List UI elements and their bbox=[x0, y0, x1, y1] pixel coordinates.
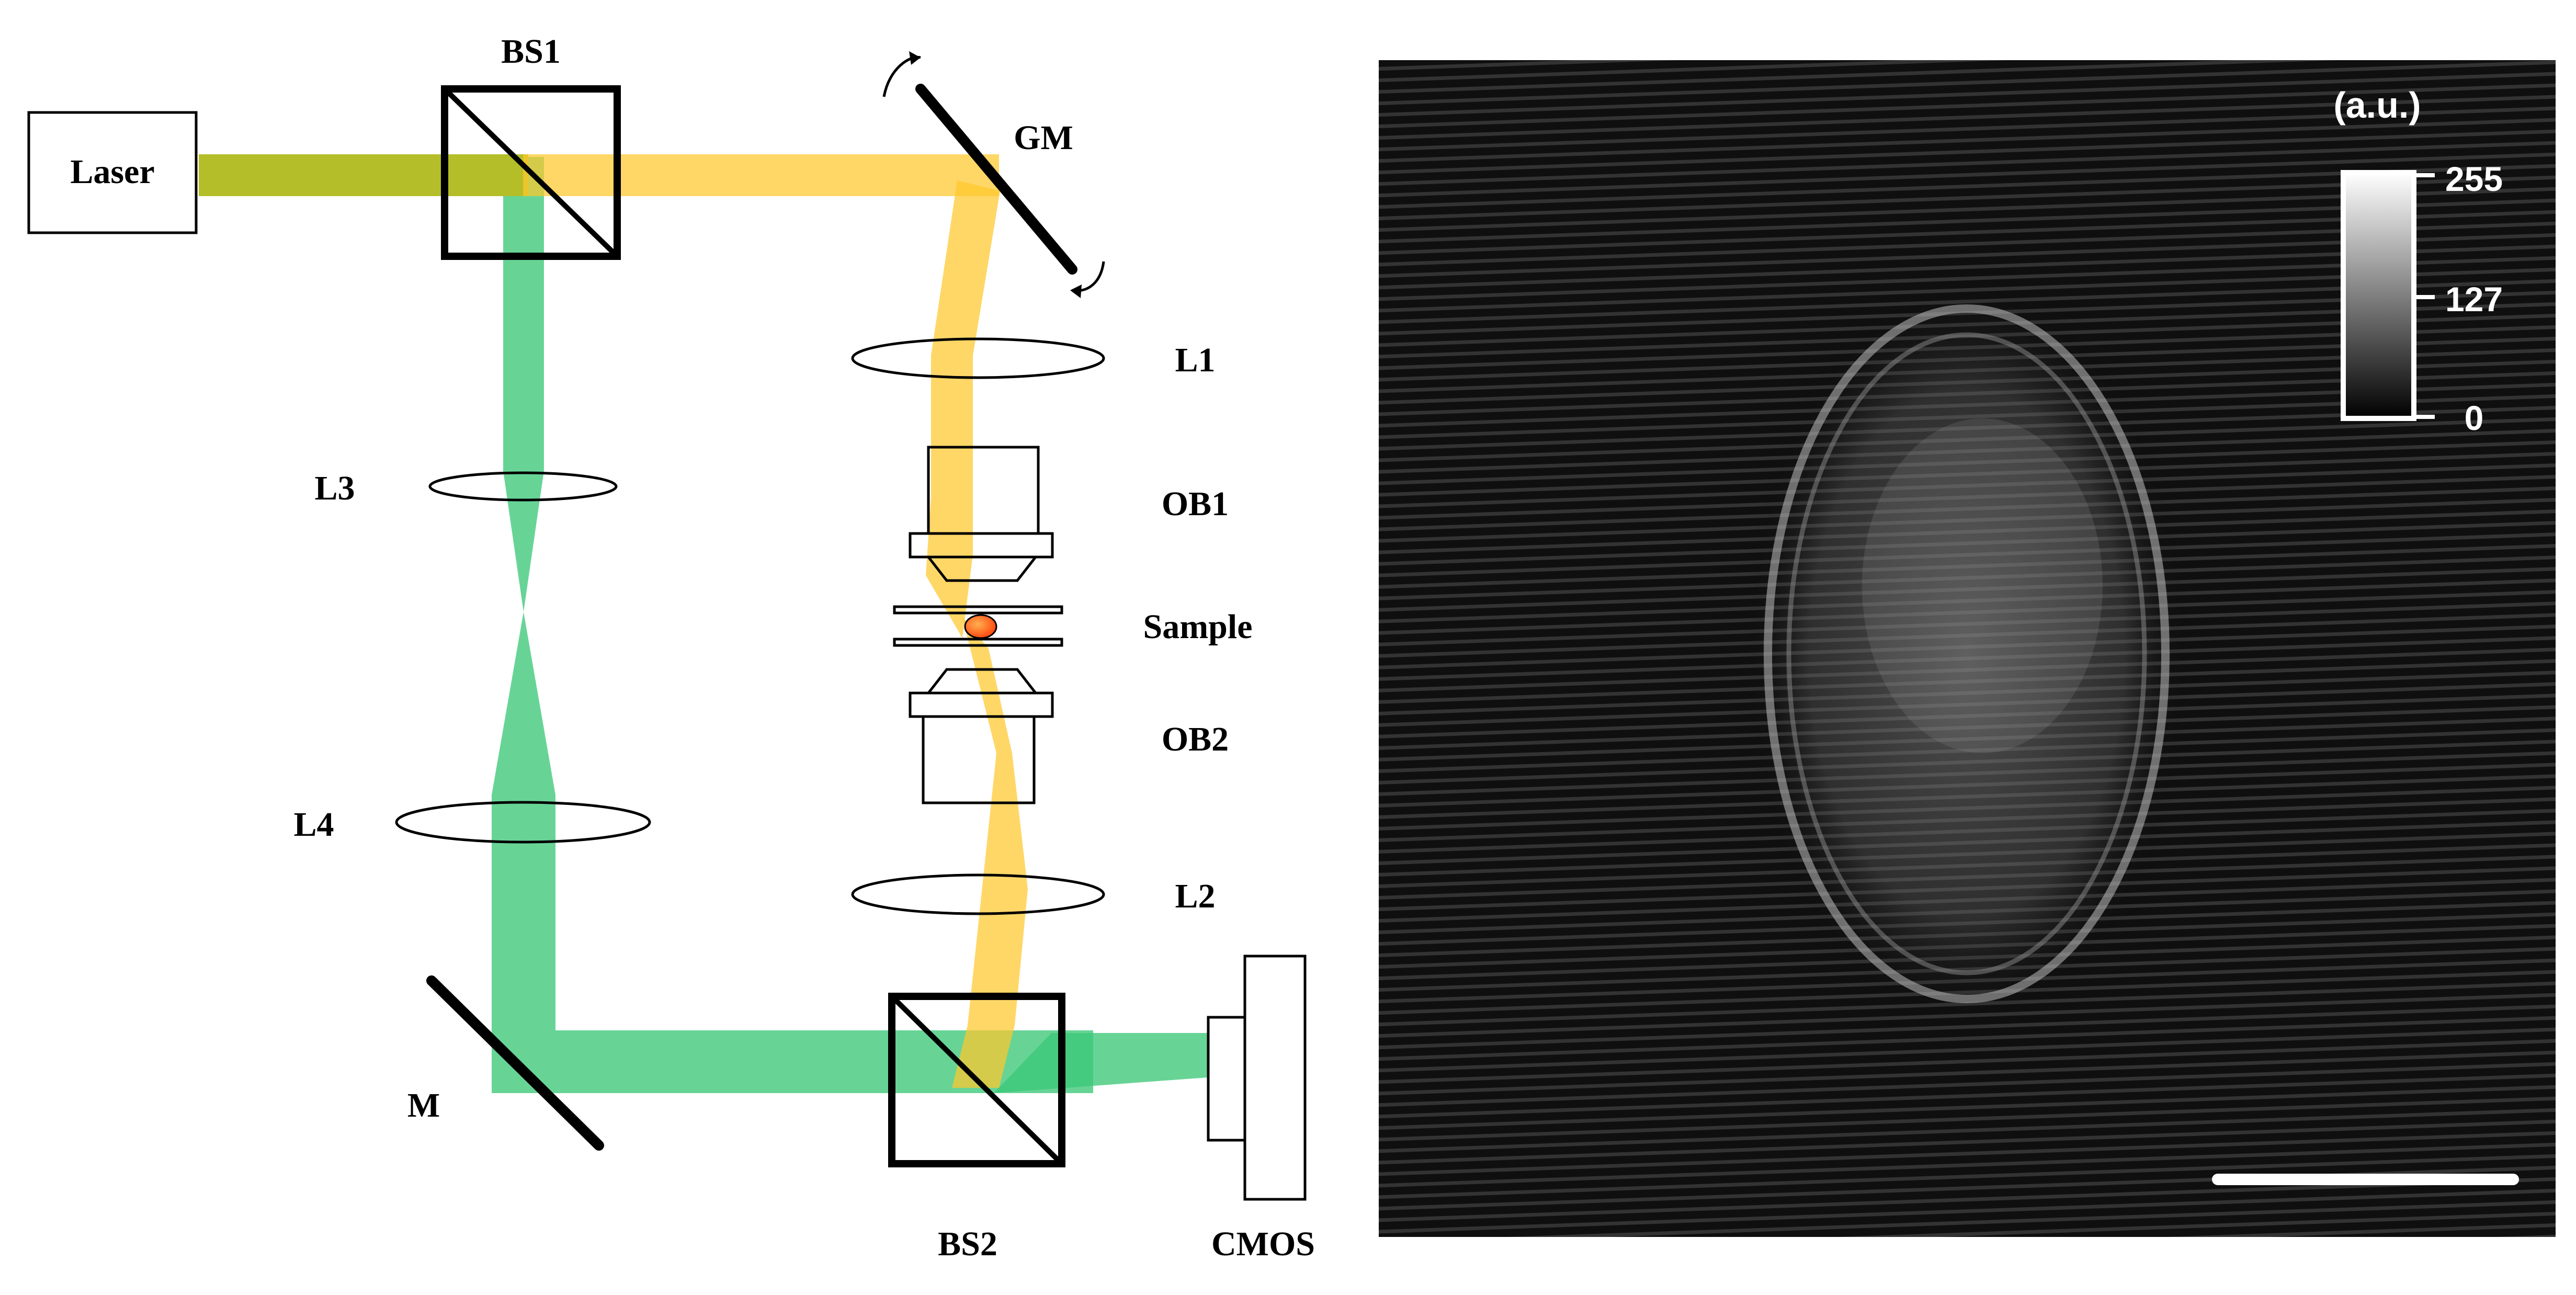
sample-label: Sample bbox=[1143, 608, 1252, 646]
ob2-label: OB2 bbox=[1162, 720, 1229, 758]
rotation-arrow-bottom-icon bbox=[1072, 261, 1105, 292]
cmos-label: CMOS bbox=[1211, 1225, 1315, 1263]
bs2-label: BS2 bbox=[938, 1225, 997, 1263]
lens-l1: L1 bbox=[851, 337, 1216, 379]
hologram-panel: (a.u.) 255 127 0 bbox=[1379, 60, 2556, 1237]
lens-l4: L4 bbox=[293, 801, 651, 844]
cmos-camera: CMOS bbox=[1207, 955, 1315, 1263]
ob1-label: OB1 bbox=[1162, 485, 1229, 523]
rotation-arrow-top-icon bbox=[882, 55, 921, 97]
optical-setup: Laser BS1 GM L1 OB1 bbox=[27, 32, 1315, 1263]
colorbar-tick-0: 0 bbox=[2465, 399, 2484, 437]
bs1-label: BS1 bbox=[501, 32, 561, 71]
sample: Sample bbox=[893, 605, 1253, 647]
colorbar-unit: (a.u.) bbox=[2333, 85, 2421, 126]
objective-ob2: OB2 bbox=[909, 668, 1229, 804]
colorbar-tick-127: 127 bbox=[2445, 280, 2503, 319]
laser-source: Laser bbox=[27, 111, 198, 234]
colorbar-tick-255: 255 bbox=[2445, 160, 2503, 198]
gm-label: GM bbox=[1014, 119, 1073, 157]
cell-hologram bbox=[1742, 277, 2192, 1030]
l3-label: L3 bbox=[314, 469, 355, 507]
colorbar: (a.u.) 255 127 0 bbox=[2333, 85, 2503, 437]
mirror-m: M bbox=[407, 975, 604, 1151]
objective-ob1: OB1 bbox=[909, 446, 1229, 582]
object-beam bbox=[523, 154, 1028, 1088]
laser-beam bbox=[199, 154, 528, 196]
lens-l2: L2 bbox=[851, 873, 1216, 915]
l1-label: L1 bbox=[1175, 341, 1215, 379]
galvo-mirror-gm: GM bbox=[882, 51, 1105, 298]
beam-splitter-bs1: BS1 bbox=[441, 32, 621, 260]
l4-label: L4 bbox=[293, 805, 334, 844]
lens-l3: L3 bbox=[314, 469, 618, 507]
laser-label: Laser bbox=[70, 153, 154, 191]
reference-beam bbox=[492, 157, 1208, 1093]
sample-cell-icon bbox=[964, 614, 997, 639]
m-label: M bbox=[407, 1086, 440, 1124]
beam-splitter-bs2: BS2 bbox=[888, 993, 1065, 1263]
l2-label: L2 bbox=[1175, 877, 1215, 915]
